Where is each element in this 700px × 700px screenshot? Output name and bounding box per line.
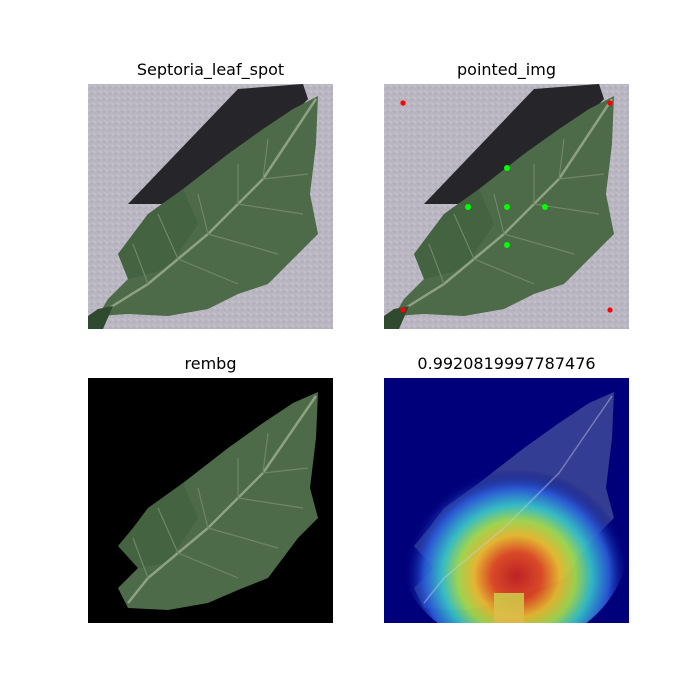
panel-pointed-image [384, 84, 629, 329]
positive-point [504, 204, 510, 210]
negative-points [400, 100, 613, 313]
panel-title-pointed: pointed_img [457, 60, 556, 79]
panel-title-rembg: rembg [184, 354, 237, 373]
panel-original-image [88, 84, 333, 329]
positive-points [465, 165, 548, 248]
panel-rembg-image [88, 378, 333, 623]
positive-point [504, 165, 510, 171]
negative-point [607, 100, 613, 106]
positive-point [504, 242, 510, 248]
positive-point [542, 204, 548, 210]
negative-point [400, 100, 406, 106]
activation-region [394, 424, 629, 623]
positive-point [465, 204, 471, 210]
negative-point [400, 307, 406, 313]
panel-title-score: 0.9920819997787476 [417, 354, 596, 373]
panel-heatmap [384, 378, 629, 623]
leaf-shadow [128, 84, 308, 204]
panel-title-original: Septoria_leaf_spot [136, 60, 285, 79]
negative-point [607, 307, 613, 313]
